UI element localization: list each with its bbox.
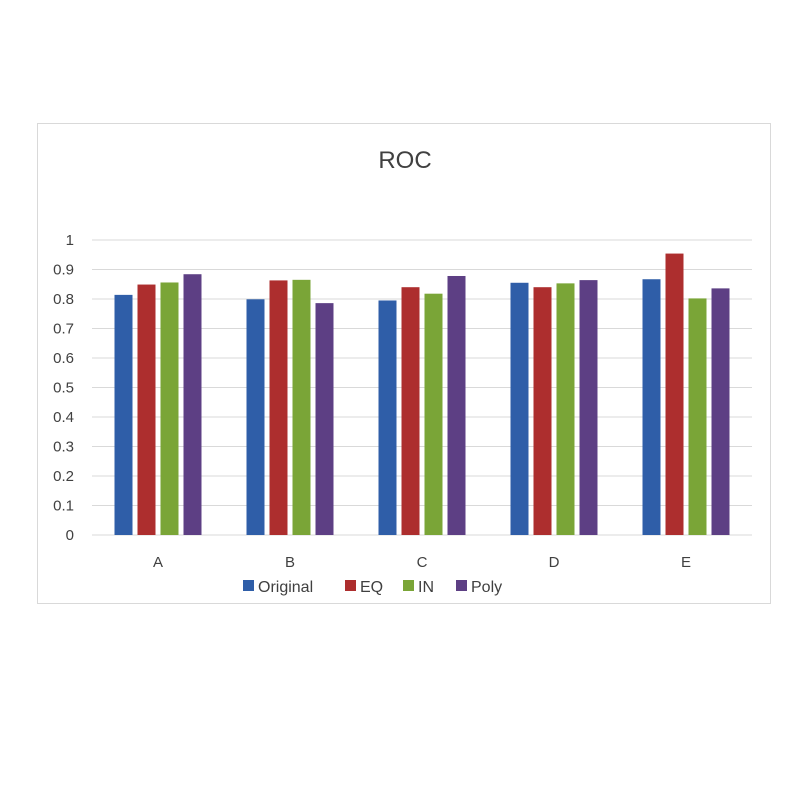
y-tick-label: 0.9 (53, 262, 74, 279)
bar-in-b (292, 279, 311, 535)
bar-in-c (424, 293, 443, 535)
x-tick-label: D (549, 554, 560, 571)
y-tick-label: 0.4 (53, 409, 74, 426)
chart-title: ROC (378, 147, 431, 174)
bar-original-e (642, 279, 661, 535)
bar-poly-a (183, 274, 202, 535)
y-tick-label: 0.2 (53, 468, 74, 485)
x-tick-label: E (681, 554, 691, 571)
bar-eq-a (137, 284, 156, 535)
bar-eq-e (665, 253, 684, 535)
x-tick-label: C (417, 554, 428, 571)
bar-poly-c (447, 275, 466, 535)
bar-eq-d (533, 287, 552, 535)
x-tick-label: A (153, 554, 163, 571)
y-tick-label: 0.8 (53, 291, 74, 308)
legend-swatch-original (243, 580, 254, 591)
bar-original-b (246, 299, 265, 535)
bar-eq-b (269, 280, 288, 535)
bar-poly-b (315, 303, 334, 535)
bar-original-c (378, 300, 397, 535)
y-tick-label: 1 (66, 232, 74, 249)
legend-swatch-in (403, 580, 414, 591)
y-tick-label: 0.3 (53, 439, 74, 456)
bar-in-e (688, 298, 707, 535)
y-tick-label: 0.6 (53, 350, 74, 367)
legend-label-in: IN (418, 579, 434, 596)
legend-label-original: Original (258, 579, 313, 596)
chart-frame (37, 123, 771, 604)
bar-in-d (556, 283, 575, 535)
y-tick-label: 0.7 (53, 321, 74, 338)
bar-poly-e (711, 288, 730, 535)
bar-original-a (114, 294, 133, 535)
legend-label-poly: Poly (471, 579, 502, 596)
bar-in-a (160, 282, 179, 535)
bar-original-d (510, 282, 529, 535)
bar-poly-d (579, 280, 598, 535)
y-tick-label: 0 (66, 527, 74, 544)
bar-eq-c (401, 287, 420, 535)
y-tick-label: 0.5 (53, 380, 74, 397)
legend-swatch-poly (456, 580, 467, 591)
legend-swatch-eq (345, 580, 356, 591)
x-tick-label: B (285, 554, 295, 571)
legend-label-eq: EQ (360, 579, 383, 596)
y-tick-label: 0.1 (53, 498, 74, 515)
